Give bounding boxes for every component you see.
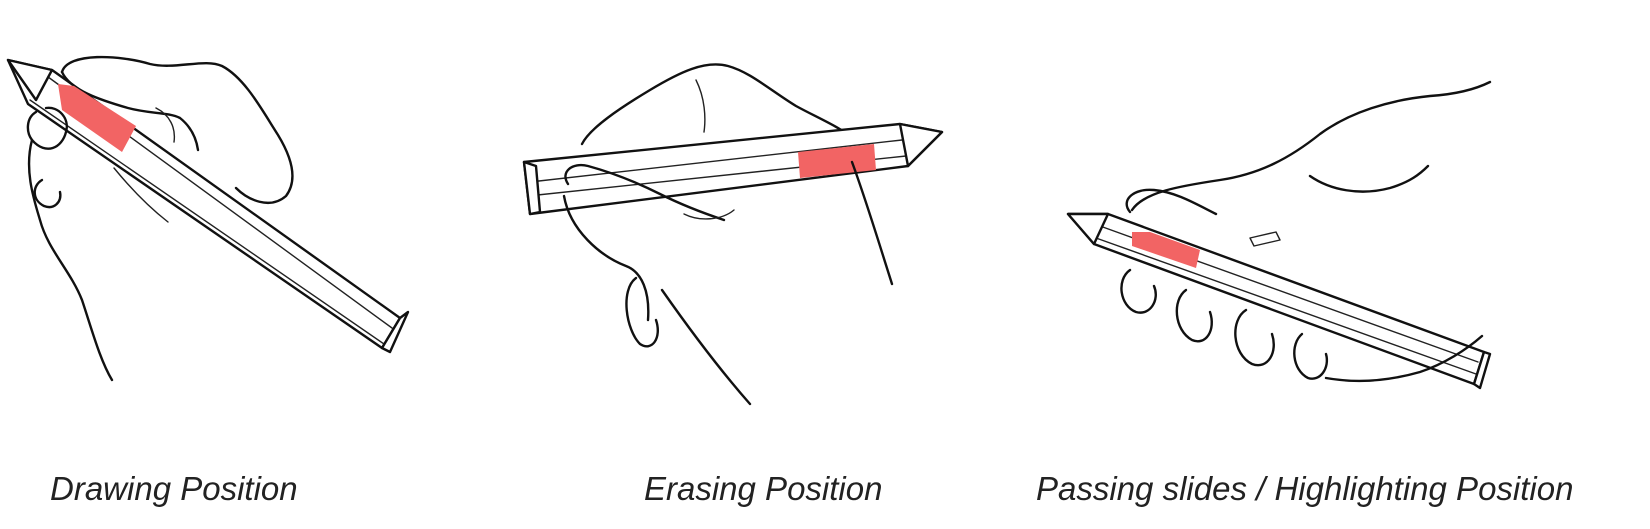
drawing-hand-back (60, 55, 294, 204)
erasing-hand-crease (695, 79, 706, 133)
passing-hand-thumb (1125, 188, 1218, 216)
erasing-position-illustration (522, 63, 944, 406)
passing-pen-grip (1132, 232, 1200, 268)
erasing-position-panel: Erasing Position (500, 0, 980, 529)
drawing-hand-wrist-line (113, 167, 169, 223)
erasing-hand-finger-lower (625, 276, 659, 348)
passing-hand-knuckles (1308, 164, 1430, 193)
passing-hand-crease (1249, 231, 1281, 247)
erasing-hand-back (580, 63, 858, 146)
passing-hand-palm-edge (1324, 334, 1484, 383)
erasing-position-caption: Erasing Position (644, 470, 883, 507)
passing-hand-finger-1 (1120, 268, 1157, 314)
erasing-hand-palm (562, 194, 650, 322)
drawing-pen (6, 58, 410, 354)
passing-position-panel: Passing slides / Highlighting Position (1020, 0, 1650, 529)
passing-position-caption: Passing slides / Highlighting Position (1036, 470, 1574, 507)
erasing-hand-wrist (660, 288, 752, 406)
passing-pen (1066, 212, 1492, 390)
erasing-pen-grip (798, 144, 876, 178)
erasing-hand-knuckle (683, 209, 735, 220)
passing-position-illustration (1066, 80, 1492, 390)
drawing-hand-thumb (26, 106, 68, 150)
drawing-position-illustration (6, 55, 410, 382)
erasing-pen (522, 122, 944, 216)
passing-hand-back (1130, 80, 1492, 212)
drawing-hand-crease (155, 107, 176, 143)
drawing-hand-finger-lower (33, 178, 62, 209)
passing-hand-finger-2 (1175, 288, 1213, 343)
drawing-hand-palm (27, 138, 114, 382)
drawing-pen-grip (58, 84, 136, 152)
drawing-position-caption: Drawing Position (50, 470, 298, 507)
passing-hand-finger-3 (1234, 308, 1275, 367)
passing-hand-finger-4 (1293, 332, 1329, 380)
drawing-position-panel: Drawing Position (0, 0, 450, 529)
erasing-hand-back-edge (850, 160, 894, 286)
erasing-hand-thumb (564, 163, 726, 222)
